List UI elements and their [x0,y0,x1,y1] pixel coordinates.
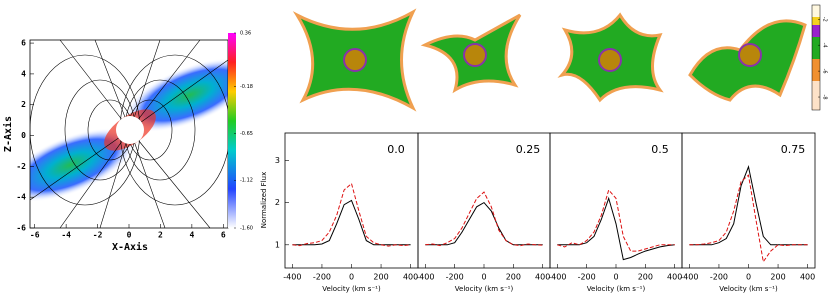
colorbar-label: 0.36 [240,31,251,37]
colorbar-label: -4 [822,43,828,48]
x-tick-label: 200 [506,273,521,282]
y-tick-label: -4 [16,193,26,202]
x-tick-label: 400 [535,273,550,282]
model-line [425,201,543,246]
y-tick-label: 4 [21,69,26,78]
y-tick-label: -6 [16,224,26,233]
model-line [689,165,808,246]
x-tick-label: 6 [221,231,226,240]
x-tick-label: 400 [800,273,815,282]
y-axis-label: Z-Axis [2,116,14,152]
x-tick-label: 200 [770,273,785,282]
density-maps [292,8,807,112]
x-axis-label: Velocity (km s⁻¹) [455,285,514,293]
x-tick-label: 0 [613,273,618,282]
colorbar-label: -8 [822,95,828,100]
panel-label: 0.75 [781,143,806,156]
colorbar [811,4,821,111]
x-tick-label: 200 [373,273,388,282]
x-axis-label: X-Axis [112,241,148,253]
colorbar-label: -0.18 [240,84,253,90]
map-image [30,40,228,228]
x-tick-label: 400 [667,273,682,282]
x-tick-label: -4 [61,231,71,240]
colorbar-label: -6 [822,69,828,74]
x-tick-label: -400 [416,273,434,282]
colorbar-label: -2 [822,17,828,22]
x-axis-label: Velocity (km s⁻¹) [719,285,778,293]
colorbar-label: -1.12 [240,178,253,184]
y-tick-label: 2 [275,198,280,207]
observed-line [425,191,543,247]
y-tick-label: 3 [275,156,280,165]
x-tick-label: 0 [481,273,486,282]
y-tick-label: -2 [16,162,26,171]
colorbar-label: -1.60 [240,226,253,232]
y-tick-label: 2 [21,100,26,109]
x-tick-label: 0 [746,273,751,282]
x-tick-label: -200 [578,273,596,282]
y-axis-label: Normalized Flux [260,172,268,228]
x-tick-label: -400 [680,273,698,282]
y-tick-label: 6 [21,39,26,48]
panel-label: 0.5 [651,143,669,156]
panel-label: 0.25 [516,143,541,156]
y-tick-label: 1 [275,240,280,249]
observed-line [292,182,411,247]
x-tick-label: 4 [189,231,194,240]
x-tick-label: 200 [638,273,653,282]
x-tick-label: -2 [93,231,103,240]
observed-line [689,174,808,263]
model-line [292,199,411,246]
x-tick-label: 2 [158,231,163,240]
x-axis-label: Velocity (km s⁻¹) [587,285,646,293]
x-tick-label: -6 [30,231,40,240]
x-tick-label: 0 [349,273,354,282]
x-axis-label: Velocity (km s⁻¹) [322,285,381,293]
panel-label: 0.0 [387,143,405,156]
x-tick-label: 0 [127,231,132,240]
x-tick-label: -400 [548,273,566,282]
y-tick-label: 0 [21,131,26,140]
x-tick-label: 400 [403,273,418,282]
x-tick-label: -200 [446,273,464,282]
x-tick-label: -200 [313,273,331,282]
x-tick-label: -400 [283,273,301,282]
x-tick-label: -200 [710,273,728,282]
colorbar-label: -0.65 [240,131,253,137]
observed-line [557,188,675,252]
model-line [557,196,675,261]
colorbar [228,33,236,228]
